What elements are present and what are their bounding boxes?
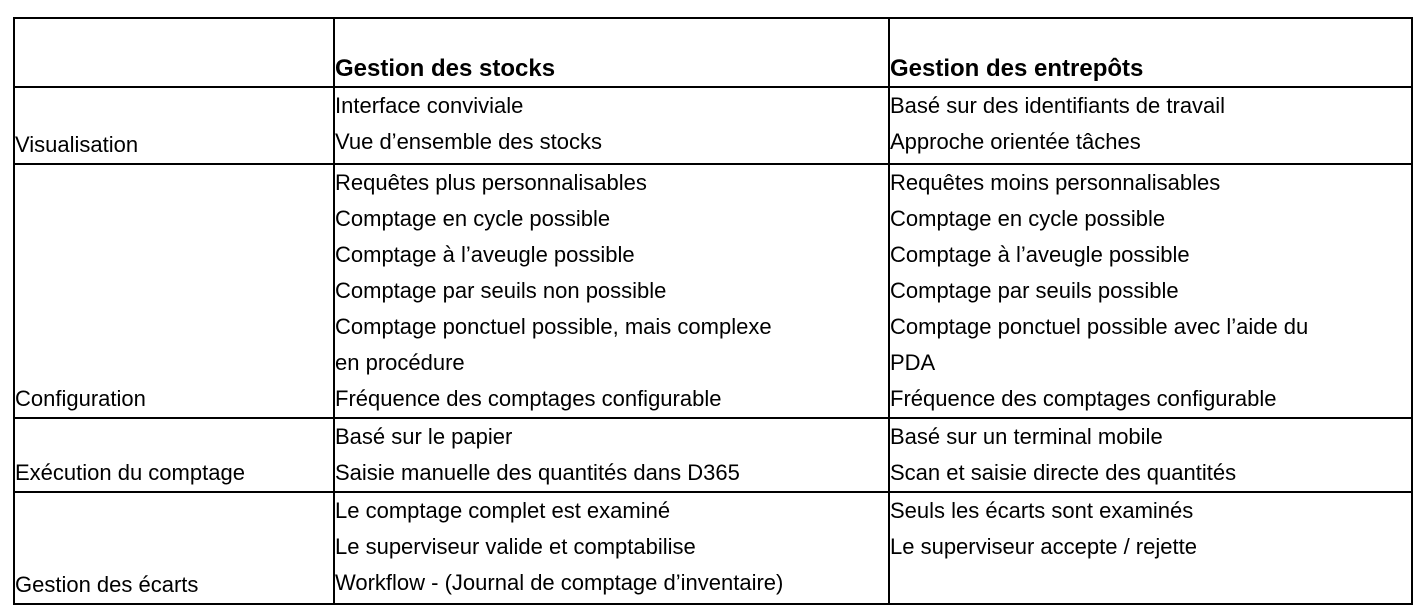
cell-line: Requêtes plus personnalisables xyxy=(335,170,647,195)
cell-line: Basé sur le papier xyxy=(335,424,513,449)
cell-line: en procédure xyxy=(335,350,465,375)
cell-line: Interface conviviale xyxy=(335,93,524,118)
cell-line: Le comptage complet est examiné xyxy=(335,498,671,523)
header-gestion-des-entrepots: Gestion des entrepôts xyxy=(888,17,1413,88)
cell-line: Approche orientée tâches xyxy=(890,129,1141,154)
stocks-cell: Requêtes plus personnalisables Comptage e… xyxy=(333,163,890,419)
cell-line: Comptage à l’aveugle possible xyxy=(890,242,1190,267)
cell-line: Seuls les écarts sont examinés xyxy=(890,498,1194,523)
row-label-cell: Visualisation xyxy=(13,86,335,165)
row-label-cell: Gestion des écarts xyxy=(13,491,335,605)
row-label-cell: Exécution du comptage xyxy=(13,417,335,493)
cell-line: Basé sur un terminal mobile xyxy=(890,424,1163,449)
cell-line: Le superviseur accepte / rejette xyxy=(890,534,1197,559)
cell-line: PDA xyxy=(890,350,936,375)
cell-line: Comptage en cycle possible xyxy=(335,206,611,231)
cell-line: Comptage ponctuel possible, mais complex… xyxy=(335,314,772,339)
entrepots-cell: Seuls les écarts sont examinés Le supervi… xyxy=(888,491,1413,605)
cell-line: Workflow - (Journal de comptage d’invent… xyxy=(335,570,784,595)
cell-line: Scan et saisie directe des quantités xyxy=(890,460,1237,485)
stocks-cell: Basé sur le papier Saisie manuelle des qu… xyxy=(333,417,890,493)
entrepots-cell: Basé sur des identifiants de travail Appr… xyxy=(888,86,1413,165)
cell-line: Comptage ponctuel possible avec l’aide d… xyxy=(890,314,1309,339)
cell-line: Comptage par seuils possible xyxy=(890,278,1179,303)
header-row: Gestion des stocks Gestion des entrepôts xyxy=(13,17,1413,88)
cell-line: Vue d’ensemble des stocks xyxy=(335,129,602,154)
table-row: Exécution du comptage Basé sur le papier S… xyxy=(13,417,1413,493)
table-row: Gestion des écarts Le comptage complet es… xyxy=(13,491,1413,605)
cell-line: Comptage en cycle possible xyxy=(890,206,1166,231)
comparison-table: Gestion des stocks Gestion des entrepôts… xyxy=(13,17,1413,605)
header-gestion-des-stocks: Gestion des stocks xyxy=(333,17,890,88)
stocks-cell: Le comptage complet est examiné Le superv… xyxy=(333,491,890,605)
cell-line: Comptage par seuils non possible xyxy=(335,278,667,303)
entrepots-cell: Basé sur un terminal mobile Scan et saisi… xyxy=(888,417,1413,493)
stocks-cell: Interface conviviale Vue d’ensemble des s… xyxy=(333,86,890,165)
table-row: Visualisation Interface conviviale Vue d’e… xyxy=(13,86,1413,165)
row-label-cell: Configuration xyxy=(13,163,335,419)
cell-line: Saisie manuelle des quantités dans D365 xyxy=(335,460,740,485)
cell-line: Fréquence des comptages configurable xyxy=(335,386,722,411)
entrepots-cell: Requêtes moins personnalisables Comptage … xyxy=(888,163,1413,419)
header-empty-cell xyxy=(13,17,335,88)
cell-line: Le superviseur valide et comptabilise xyxy=(335,534,696,559)
cell-line: Basé sur des identifiants de travail xyxy=(890,93,1226,118)
cell-line: Requêtes moins personnalisables xyxy=(890,170,1221,195)
table-row: Configuration Requêtes plus personnalisab… xyxy=(13,163,1413,419)
cell-line: Fréquence des comptages configurable xyxy=(890,386,1277,411)
cell-line: Comptage à l’aveugle possible xyxy=(335,242,635,267)
